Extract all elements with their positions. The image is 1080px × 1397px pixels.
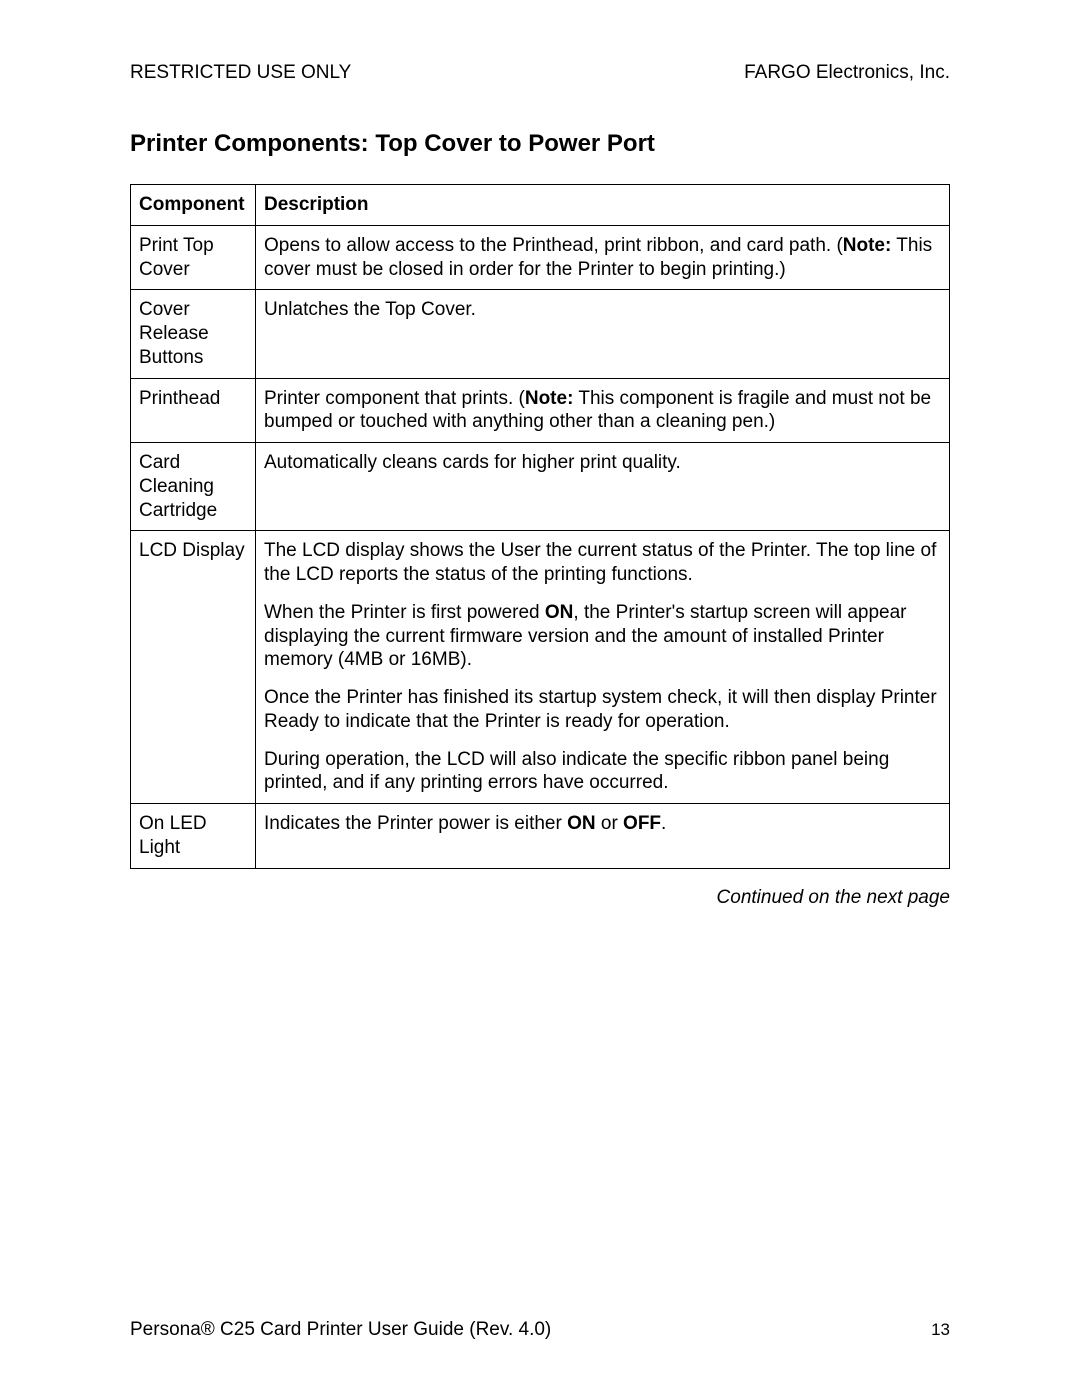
description-cell: Printer component that prints. (Note: Th… [256,378,950,443]
component-cell: LCD Display [131,531,256,804]
description-paragraph: Indicates the Printer power is either ON… [264,812,939,836]
table-row: LCD DisplayThe LCD display shows the Use… [131,531,950,804]
table-row: Card Cleaning Cartridge Automatically cle… [131,443,950,531]
continued-note: Continued on the next page [130,887,950,909]
bold-text: Note: [525,388,574,409]
table-row: Print Top CoverOpens to allow access to … [131,225,950,290]
footer-page-number: 13 [931,1320,950,1340]
table-row: On LED Light Indicates the Printer power … [131,804,950,869]
description-paragraph: Unlatches the Top Cover. [264,298,939,322]
description-paragraph: Opens to allow access to the Printhead, … [264,234,939,282]
description-paragraph: When the Printer is first powered ON, th… [264,601,939,672]
page: RESTRICTED USE ONLY FARGO Electronics, I… [0,0,1080,1397]
bold-text: Note: [843,235,892,256]
description-paragraph: Printer component that prints. (Note: Th… [264,387,939,435]
component-cell: Card Cleaning Cartridge [131,443,256,531]
page-header: RESTRICTED USE ONLY FARGO Electronics, I… [130,62,950,84]
bold-text: ON [567,813,596,834]
component-cell: Print Top Cover [131,225,256,290]
col-header-description: Description [256,185,950,226]
description-cell: The LCD display shows the User the curre… [256,531,950,804]
component-cell: Cover Release Buttons [131,290,256,378]
page-footer: Persona® C25 Card Printer User Guide (Re… [130,1319,950,1341]
component-cell: On LED Light [131,804,256,869]
description-cell: Automatically cleans cards for higher pr… [256,443,950,531]
component-cell: Printhead [131,378,256,443]
header-right: FARGO Electronics, Inc. [744,62,950,84]
bold-text: ON [545,602,574,623]
table-row: PrintheadPrinter component that prints. … [131,378,950,443]
components-table: Component Description Print Top CoverOpe… [130,184,950,869]
description-cell: Unlatches the Top Cover. [256,290,950,378]
table-row: Cover Release Buttons Unlatches the Top C… [131,290,950,378]
table-header-row: Component Description [131,185,950,226]
description-cell: Indicates the Printer power is either ON… [256,804,950,869]
description-cell: Opens to allow access to the Printhead, … [256,225,950,290]
footer-guide: Persona® C25 Card Printer User Guide (Re… [130,1319,551,1341]
description-paragraph: Once the Printer has finished its startu… [264,686,939,734]
description-paragraph: During operation, the LCD will also indi… [264,748,939,796]
col-header-component: Component [131,185,256,226]
section-title: Printer Components: Top Cover to Power P… [130,130,950,158]
description-paragraph: The LCD display shows the User the curre… [264,539,939,587]
description-paragraph: Automatically cleans cards for higher pr… [264,451,939,475]
bold-text: OFF [623,813,661,834]
header-left: RESTRICTED USE ONLY [130,62,351,84]
